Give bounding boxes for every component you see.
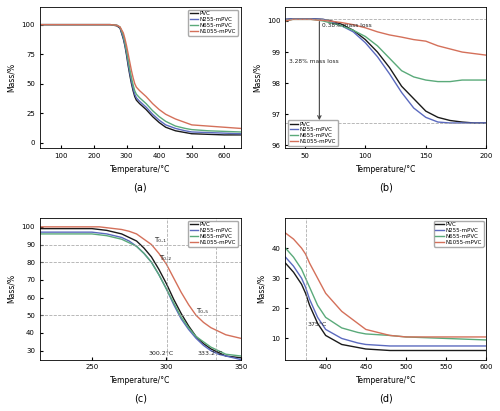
Y-axis label: Mass/%: Mass/% bbox=[7, 274, 16, 303]
Legend: PVC, N255-mPVC, N655-mPVC, N1055-mPVC: PVC, N255-mPVC, N655-mPVC, N1055-mPVC bbox=[188, 10, 238, 36]
Legend: PVC, N255-mPVC, N655-mPVC, N1055-mPVC: PVC, N255-mPVC, N655-mPVC, N1055-mPVC bbox=[288, 120, 338, 145]
Text: T₀.₅: T₀.₅ bbox=[196, 308, 208, 314]
X-axis label: Temperature/°C: Temperature/°C bbox=[110, 165, 170, 174]
Text: 375°C: 375°C bbox=[307, 322, 326, 328]
Text: 3.28% mass loss: 3.28% mass loss bbox=[289, 59, 339, 64]
Y-axis label: Mass/%: Mass/% bbox=[257, 274, 266, 303]
Legend: PVC, N255-mPVC, N655-mPVC, N1055-mPVC: PVC, N255-mPVC, N655-mPVC, N1055-mPVC bbox=[188, 221, 238, 247]
Text: (d): (d) bbox=[379, 393, 393, 404]
Y-axis label: Mass/%: Mass/% bbox=[252, 63, 262, 92]
Text: T₀.₂: T₀.₂ bbox=[159, 254, 171, 261]
X-axis label: Temperature/°C: Temperature/°C bbox=[356, 165, 416, 174]
Text: 333.2°C: 333.2°C bbox=[198, 351, 223, 356]
X-axis label: Temperature/°C: Temperature/°C bbox=[110, 376, 170, 385]
Y-axis label: Mass/%: Mass/% bbox=[7, 63, 16, 92]
Text: (c): (c) bbox=[134, 393, 147, 404]
Text: T₀.₁: T₀.₁ bbox=[154, 237, 166, 243]
Text: 0.38% mass loss: 0.38% mass loss bbox=[322, 23, 372, 28]
Text: 300.2°C: 300.2°C bbox=[148, 351, 174, 356]
X-axis label: Temperature/°C: Temperature/°C bbox=[356, 376, 416, 385]
Text: (b): (b) bbox=[379, 182, 393, 192]
Legend: PVC, N255-mPVC, N655-mPVC, N1055-mPVC: PVC, N255-mPVC, N655-mPVC, N1055-mPVC bbox=[434, 221, 484, 247]
Text: (a): (a) bbox=[134, 182, 147, 192]
